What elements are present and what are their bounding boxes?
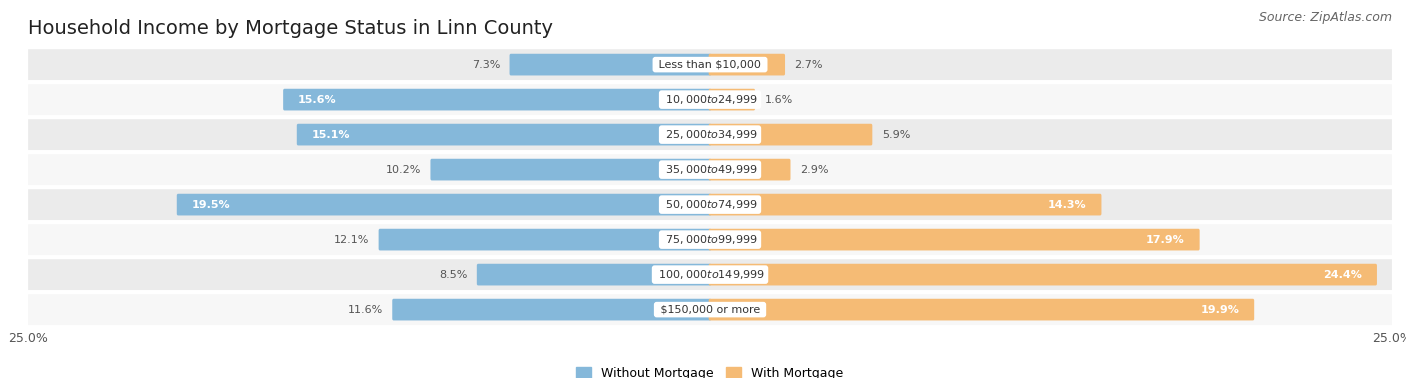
- FancyBboxPatch shape: [28, 294, 1392, 325]
- FancyBboxPatch shape: [709, 124, 872, 146]
- FancyBboxPatch shape: [709, 159, 790, 180]
- Text: Household Income by Mortgage Status in Linn County: Household Income by Mortgage Status in L…: [28, 19, 553, 38]
- Text: $150,000 or more: $150,000 or more: [657, 305, 763, 314]
- Text: 19.5%: 19.5%: [191, 200, 231, 210]
- Text: 8.5%: 8.5%: [439, 270, 467, 280]
- Text: $100,000 to $149,999: $100,000 to $149,999: [655, 268, 765, 281]
- FancyBboxPatch shape: [28, 84, 1392, 115]
- Text: 5.9%: 5.9%: [882, 130, 910, 139]
- Text: $10,000 to $24,999: $10,000 to $24,999: [662, 93, 758, 106]
- Text: 7.3%: 7.3%: [471, 60, 501, 70]
- FancyBboxPatch shape: [709, 264, 1376, 285]
- Text: 2.7%: 2.7%: [794, 60, 823, 70]
- Text: 24.4%: 24.4%: [1323, 270, 1362, 280]
- Text: Less than $10,000: Less than $10,000: [655, 60, 765, 70]
- Text: Source: ZipAtlas.com: Source: ZipAtlas.com: [1258, 11, 1392, 24]
- FancyBboxPatch shape: [177, 194, 711, 215]
- FancyBboxPatch shape: [28, 119, 1392, 150]
- Text: 17.9%: 17.9%: [1146, 235, 1185, 245]
- FancyBboxPatch shape: [28, 154, 1392, 185]
- Text: $75,000 to $99,999: $75,000 to $99,999: [662, 233, 758, 246]
- FancyBboxPatch shape: [709, 299, 1254, 321]
- Text: $50,000 to $74,999: $50,000 to $74,999: [662, 198, 758, 211]
- FancyBboxPatch shape: [28, 49, 1392, 80]
- Text: 12.1%: 12.1%: [333, 235, 370, 245]
- FancyBboxPatch shape: [477, 264, 711, 285]
- FancyBboxPatch shape: [709, 194, 1101, 215]
- FancyBboxPatch shape: [28, 189, 1392, 220]
- FancyBboxPatch shape: [709, 229, 1199, 251]
- Text: 11.6%: 11.6%: [347, 305, 382, 314]
- FancyBboxPatch shape: [283, 89, 711, 110]
- Legend: Without Mortgage, With Mortgage: Without Mortgage, With Mortgage: [571, 362, 849, 378]
- FancyBboxPatch shape: [297, 124, 711, 146]
- FancyBboxPatch shape: [509, 54, 711, 76]
- FancyBboxPatch shape: [378, 229, 711, 251]
- Text: $25,000 to $34,999: $25,000 to $34,999: [662, 128, 758, 141]
- Text: 15.1%: 15.1%: [312, 130, 350, 139]
- FancyBboxPatch shape: [709, 54, 785, 76]
- FancyBboxPatch shape: [28, 224, 1392, 255]
- FancyBboxPatch shape: [28, 259, 1392, 290]
- Text: 15.6%: 15.6%: [298, 94, 337, 105]
- Text: $35,000 to $49,999: $35,000 to $49,999: [662, 163, 758, 176]
- FancyBboxPatch shape: [709, 89, 755, 110]
- Text: 19.9%: 19.9%: [1201, 305, 1239, 314]
- Text: 2.9%: 2.9%: [800, 164, 828, 175]
- FancyBboxPatch shape: [392, 299, 711, 321]
- FancyBboxPatch shape: [430, 159, 711, 180]
- Text: 14.3%: 14.3%: [1047, 200, 1087, 210]
- Text: 1.6%: 1.6%: [765, 94, 793, 105]
- Text: 10.2%: 10.2%: [385, 164, 420, 175]
